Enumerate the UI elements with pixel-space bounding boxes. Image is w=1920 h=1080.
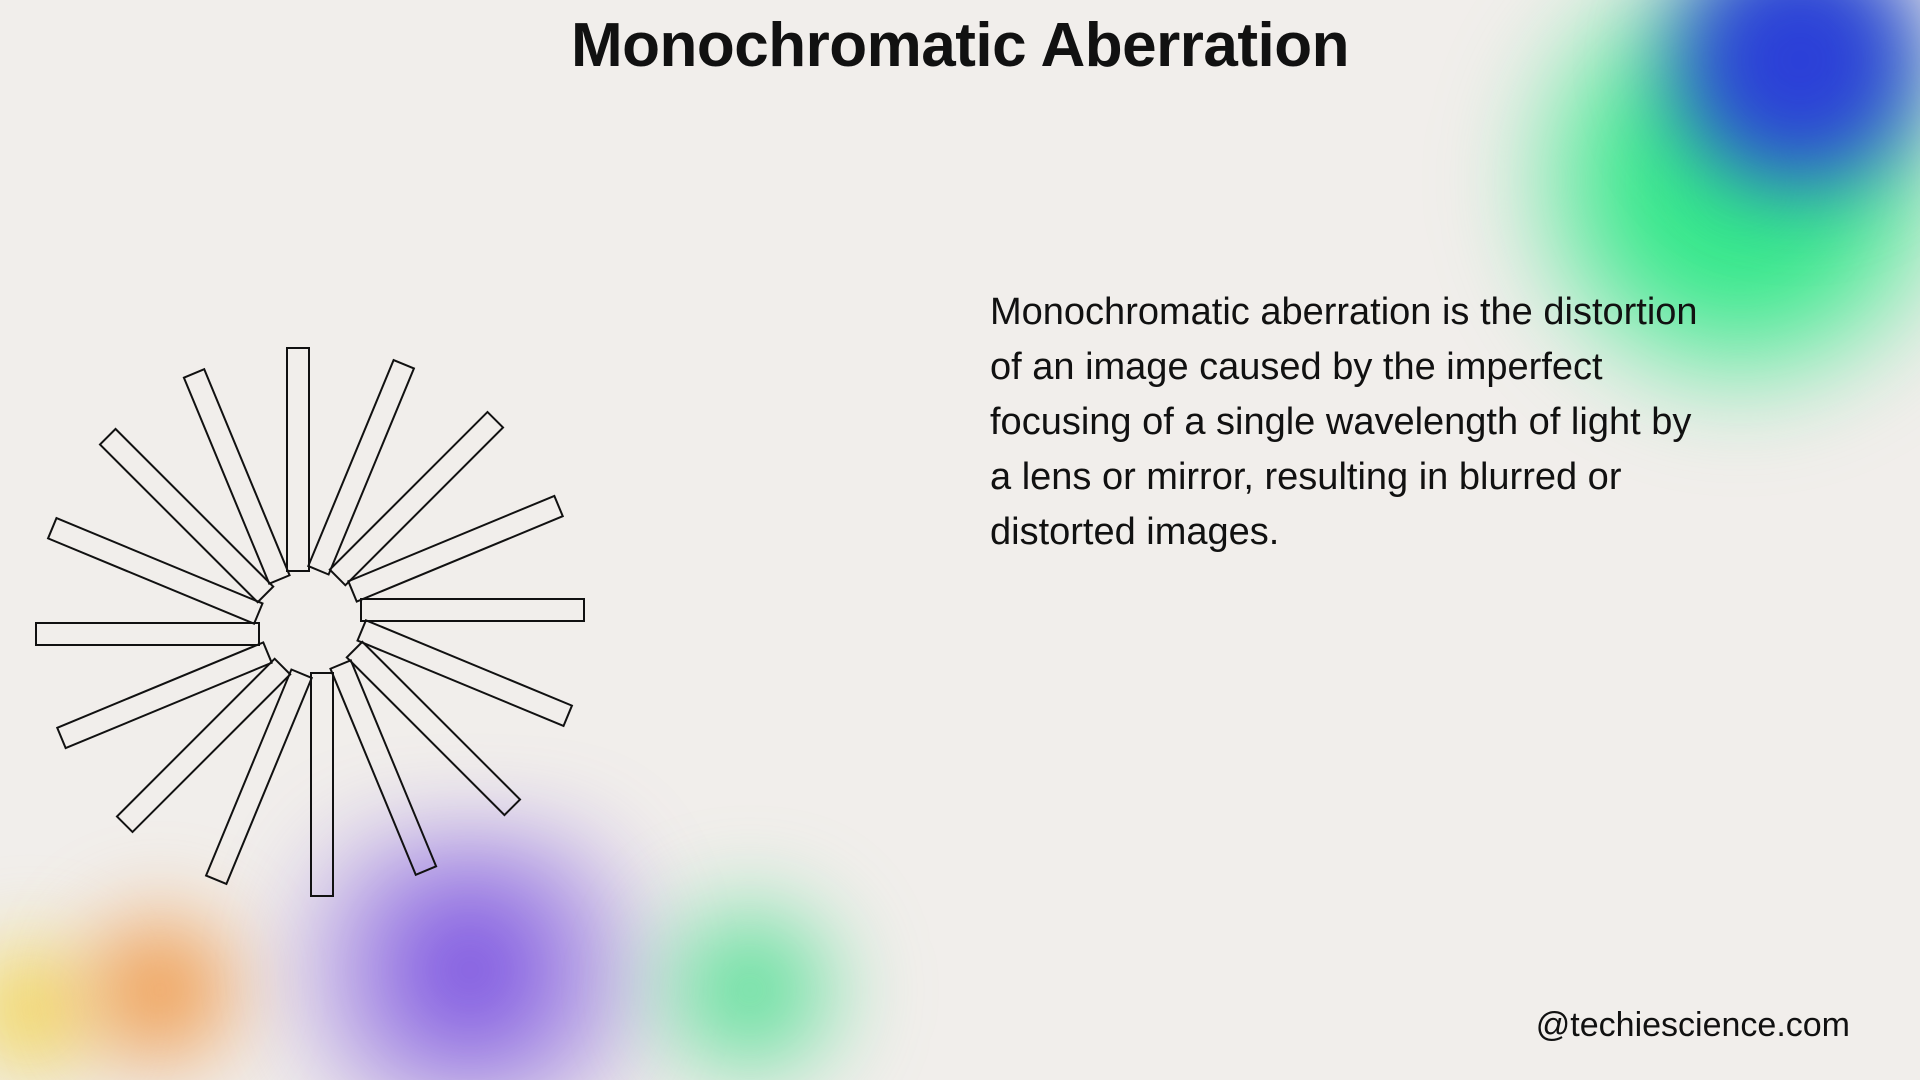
starburst-ray [310, 672, 334, 897]
page-title: Monochromatic Aberration [0, 10, 1920, 81]
starburst-ray [286, 347, 310, 572]
definition-text: Monochromatic aberration is the distorti… [990, 285, 1710, 560]
starburst-icon [30, 330, 590, 890]
starburst-ray [35, 622, 260, 646]
starburst-ray [360, 598, 585, 622]
attribution-text: @techiescience.com [1536, 1006, 1850, 1045]
